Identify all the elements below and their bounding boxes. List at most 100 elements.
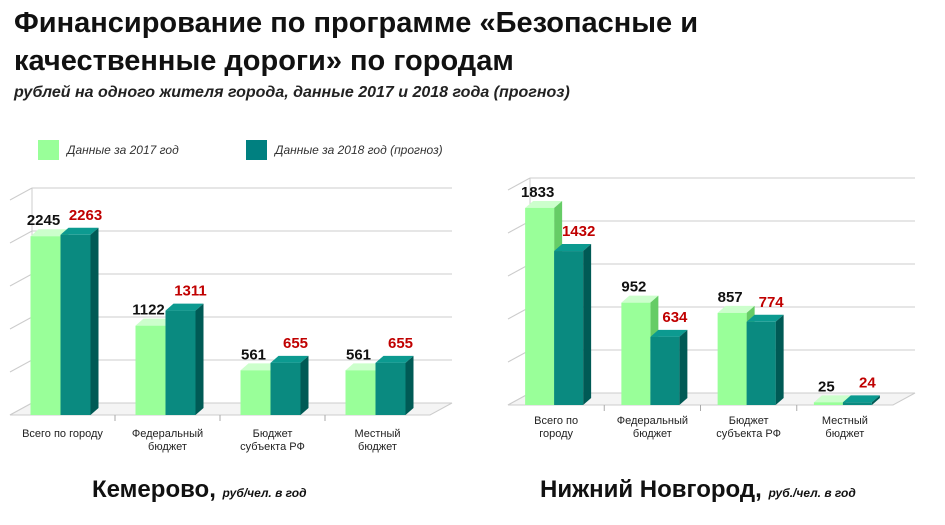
kemerovo-bar-side: [405, 355, 414, 415]
nizhny-category-label-line: Федеральный: [617, 415, 688, 427]
kemerovo-bar-top: [240, 363, 279, 371]
kemerovo-bar-side: [90, 227, 99, 415]
nizhny-category-label-line: городу: [539, 428, 573, 440]
nizhny-category-label-line: бюджет: [825, 428, 864, 440]
legend-item-2017: Данные за 2017 год: [38, 140, 179, 160]
nizhny-category-label-line: Всего по: [534, 415, 578, 427]
kemerovo-value-label-2018: 655: [388, 335, 413, 352]
nizhny-bar-2017-3: [813, 402, 843, 405]
kemerovo-bar-top: [270, 355, 309, 363]
kemerovo-value-label-2017: 2245: [27, 212, 60, 229]
nizhny-bar-side: [583, 244, 592, 405]
kemerovo-category-label: Федеральный бюджет: [132, 428, 203, 453]
nizhny-value-label-2018: 24: [859, 374, 876, 391]
nizhny-bar-top: [717, 305, 755, 313]
kemerovo-value-label-2018: 2263: [69, 207, 102, 224]
nizhny-gridline-side: [507, 177, 531, 191]
kemerovo-category-label-line: Всего по городу: [22, 428, 103, 440]
kemerovo-category-label-line: Местный: [354, 428, 400, 440]
kemerovo-category-label-line: бюджет: [358, 441, 397, 453]
kemerovo-gridline-side: [9, 359, 33, 373]
kemerovo-bar-top: [345, 363, 384, 371]
nizhny-value-label-2017: 1833: [521, 184, 554, 201]
kemerovo-gridline-side: [9, 273, 33, 287]
nizhny-value-label-2017: 857: [718, 289, 743, 306]
city-caption-kemerovo: Кемерово, руб/чел. в год: [92, 476, 307, 504]
city-unit-nizhny-novgorod: руб./чел. в год: [768, 486, 856, 500]
nizhny-category-label-line: бюджет: [633, 428, 672, 440]
nizhny-bar-side: [871, 395, 880, 405]
nizhny-value-label-2018: 634: [662, 309, 688, 326]
kemerovo-value-label-2017: 561: [241, 346, 266, 363]
kemerovo-value-label-2017: 561: [346, 346, 371, 363]
nizhny-bar-2018-2: [746, 321, 776, 405]
nizhny-value-label-2017: 952: [621, 279, 646, 296]
legend-swatch-2017: [38, 140, 59, 160]
kemerovo-category-label: Местный бюджет: [354, 428, 400, 453]
nizhny-value-label-2018: 774: [759, 294, 785, 311]
nizhny-bar-2018-1: [650, 336, 680, 405]
nizhny-bar-top: [650, 329, 688, 337]
kemerovo-gridline-side: [9, 187, 33, 201]
legend-label-2017: Данные за 2017 год: [67, 143, 179, 157]
kemerovo-bar-2017-3: [345, 370, 376, 415]
kemerovo-value-label-2018: 1311: [174, 283, 207, 300]
page-subtitle: рублей на одного жителя города, данные 2…: [14, 84, 570, 101]
nizhny-bar-2017-1: [621, 302, 651, 405]
nizhny-value-label-2018: 1432: [562, 223, 595, 240]
title-line-2: качественные дороги» по городам: [14, 45, 514, 77]
kemerovo-bar-2017-2: [240, 370, 271, 415]
kemerovo-bar-top: [135, 318, 174, 326]
nizhny-bar-top: [525, 200, 563, 208]
kemerovo-category-label: Всего по городу: [22, 428, 103, 440]
kemerovo-bar-2018-3: [375, 362, 406, 415]
kemerovo-bar-2017-0: [30, 236, 61, 415]
kemerovo-category-label-line: Бюджет: [253, 428, 293, 440]
nizhny-value-label-2017: 25: [818, 378, 835, 395]
kemerovo-bar-top: [165, 303, 204, 311]
kemerovo-bar-2018-1: [165, 310, 196, 415]
kemerovo-category-label-line: бюджет: [148, 441, 187, 453]
kemerovo-bar-side: [300, 355, 309, 415]
nizhny-bar-top: [746, 314, 784, 322]
kemerovo-bar-2018-2: [270, 362, 301, 415]
city-name-kemerovo: Кемерово,: [92, 476, 216, 503]
city-name-nizhny-novgorod: Нижний Новгород,: [540, 476, 762, 503]
kemerovo-category-label: Бюджет субъекта РФ: [240, 428, 305, 453]
nizhny-category-label-line: Бюджет: [729, 415, 769, 427]
nizhny-bar-top: [842, 395, 880, 403]
kemerovo-bar-top: [60, 227, 99, 235]
kemerovo-value-label-2017: 1122: [132, 302, 165, 319]
kemerovo-category-label-line: субъекта РФ: [240, 441, 305, 453]
nizhny-bar-top: [813, 395, 851, 403]
kemerovo-value-label-2018: 655: [283, 335, 308, 352]
city-unit-kemerovo: руб/чел. в год: [222, 486, 307, 500]
nizhny-bar-side: [775, 314, 784, 405]
nizhny-category-label: Всего по городу: [534, 415, 578, 440]
legend-item-2018: Данные за 2018 год (прогноз): [246, 140, 443, 160]
page-title: Финансирование по программе «Безопасные …: [14, 4, 934, 80]
kemerovo-category-label-line: Федеральный: [132, 428, 203, 440]
kemerovo-bar-2017-1: [135, 325, 166, 415]
legend-label-2018: Данные за 2018 год (прогноз): [275, 143, 443, 157]
nizhny-category-label: Местный бюджет: [822, 415, 868, 440]
nizhny-bar-2018-3: [842, 402, 872, 405]
nizhny-category-label: Федеральный бюджет: [617, 415, 688, 440]
kemerovo-gridline-side: [9, 230, 33, 244]
title-line-1: Финансирование по программе «Безопасные …: [14, 7, 699, 39]
city-caption-nizhny-novgorod: Нижний Новгород, руб./чел. в год: [540, 476, 856, 504]
nizhny-bar-2018-0: [554, 251, 584, 405]
nizhny-category-label-line: субъекта РФ: [716, 428, 781, 440]
nizhny-category-label-line: Местный: [822, 415, 868, 427]
kemerovo-bar-side: [195, 303, 204, 415]
nizhny-category-label: Бюджет субъекта РФ: [716, 415, 781, 440]
nizhny-bar-2017-2: [717, 312, 747, 405]
kemerovo-gridline-side: [9, 316, 33, 330]
nizhny-bar-2017-0: [525, 207, 555, 405]
nizhny-bar-side: [679, 329, 688, 405]
kemerovo-bar-top: [30, 229, 69, 237]
nizhny-bar-top: [554, 244, 592, 252]
legend-swatch-2018: [246, 140, 267, 160]
kemerovo-bar-top: [375, 355, 414, 363]
